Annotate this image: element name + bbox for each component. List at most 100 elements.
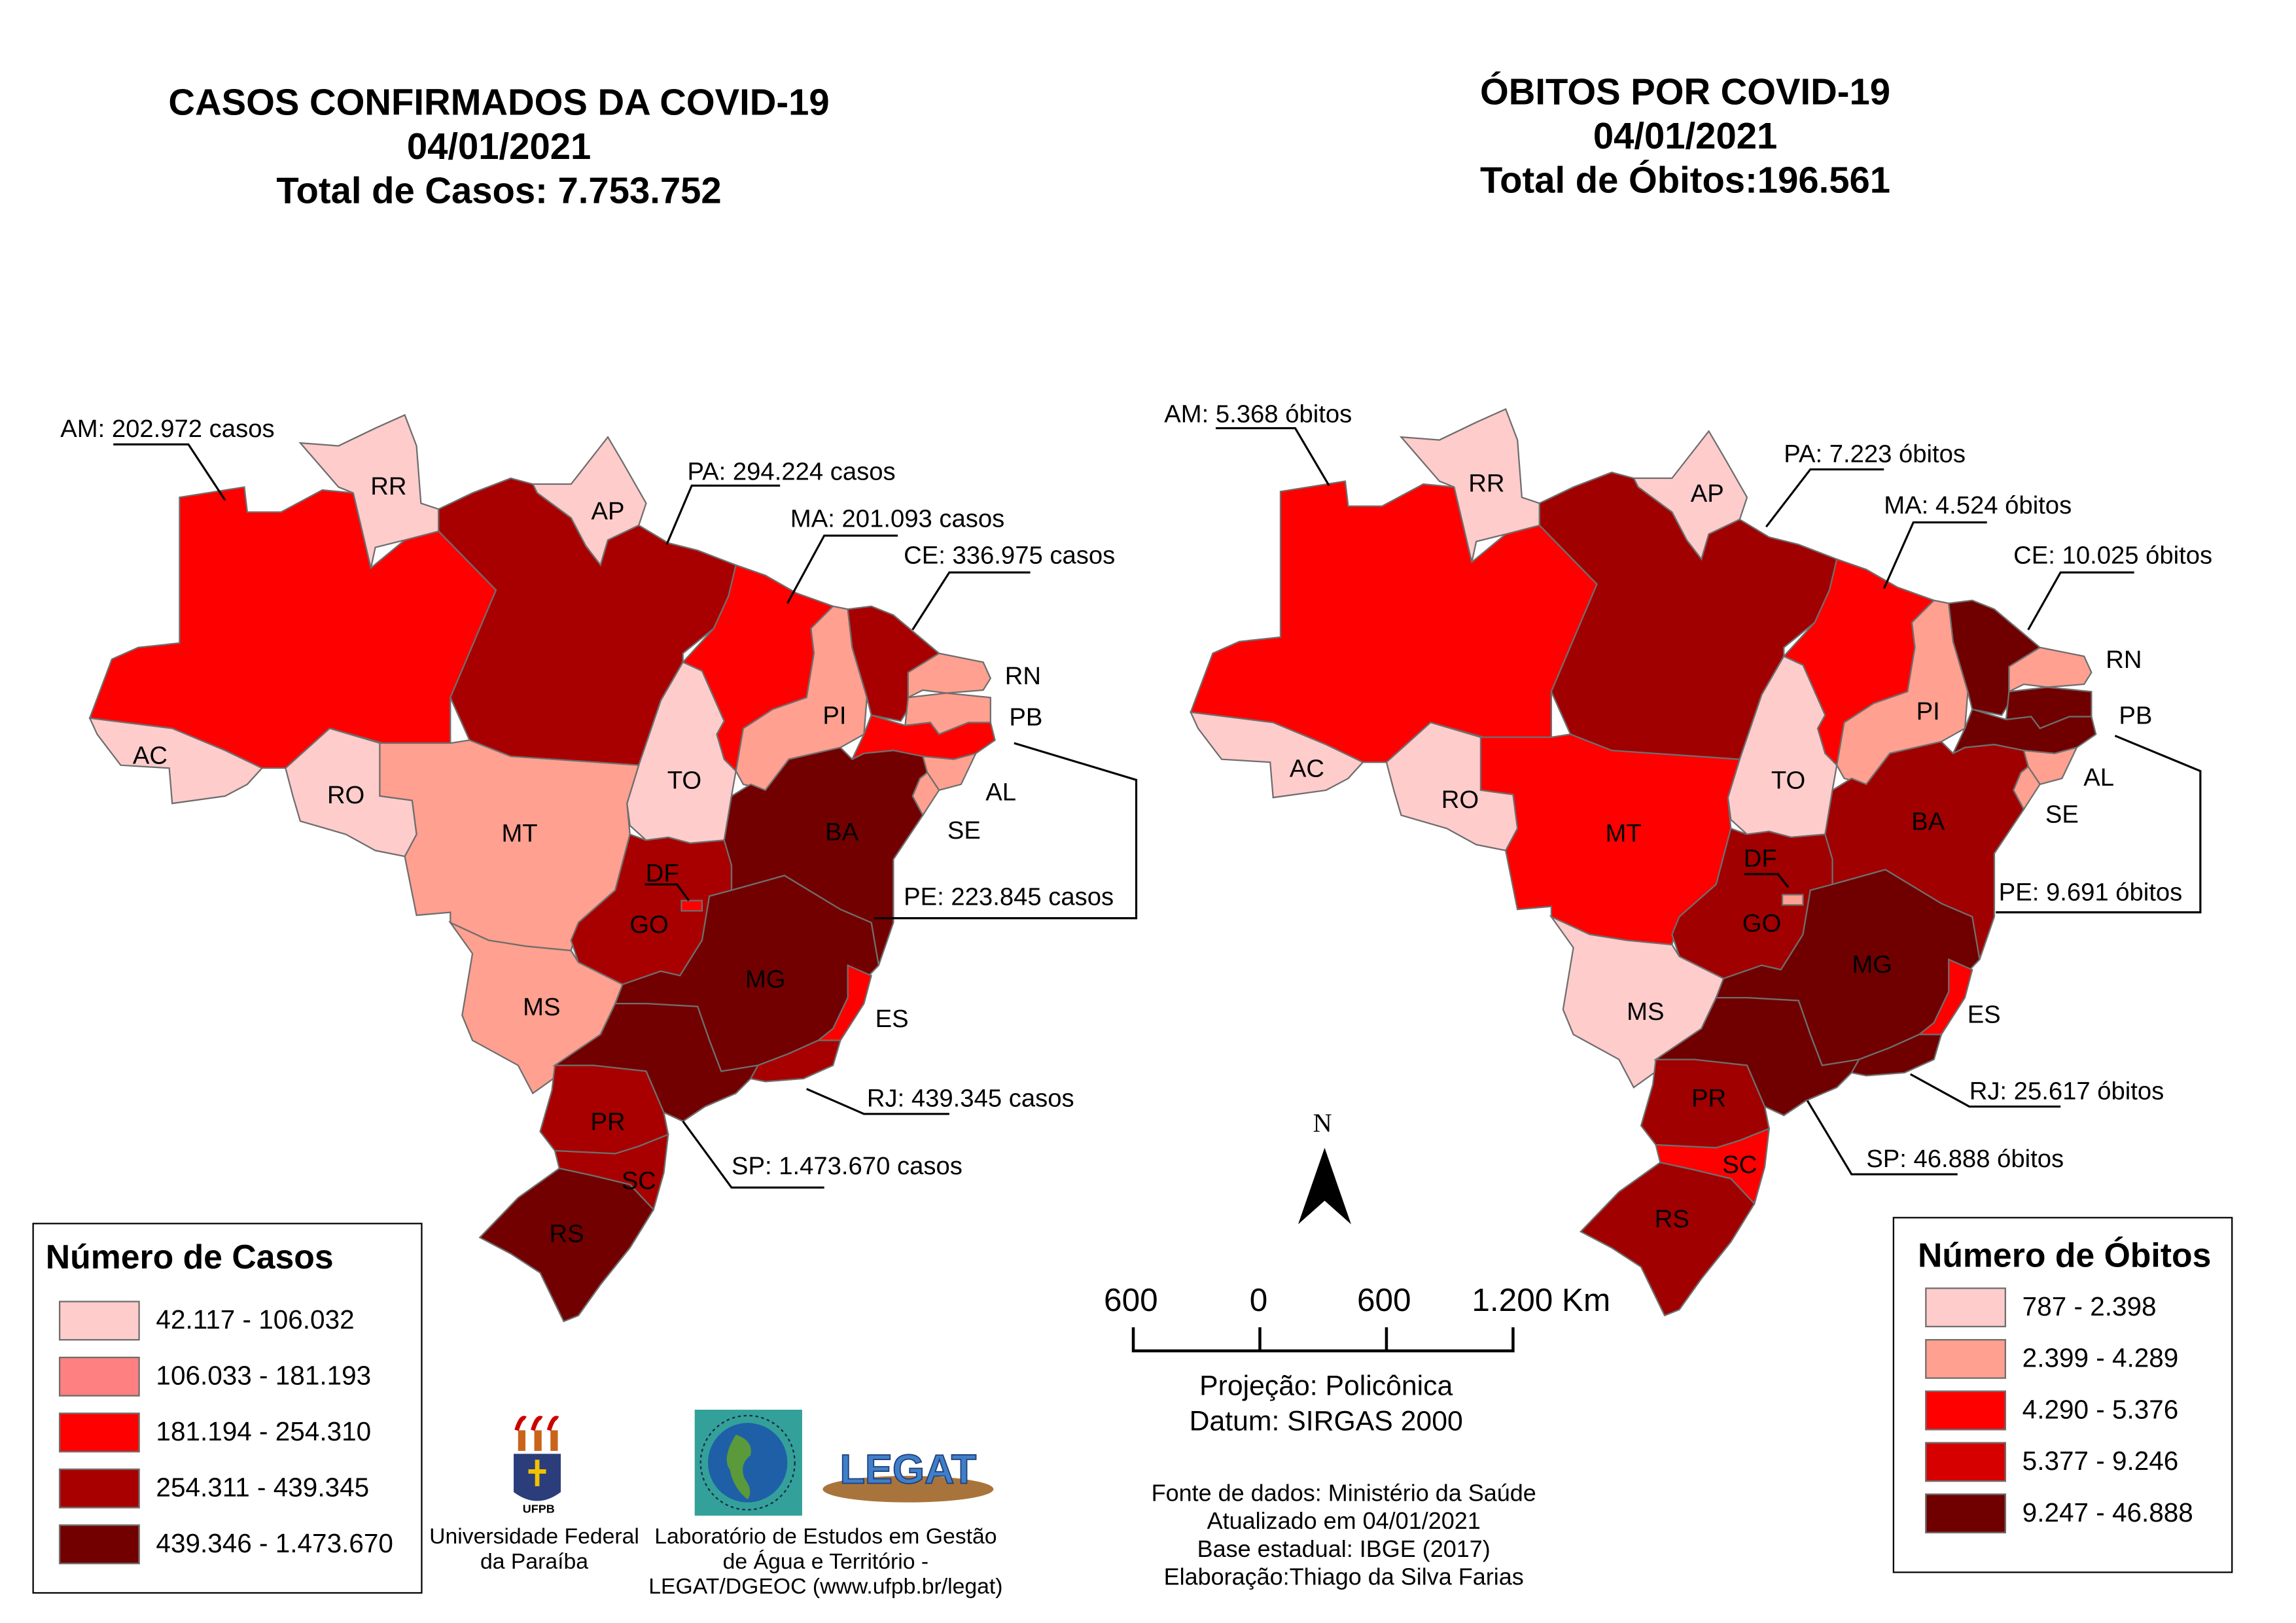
- state-label-mt: MT: [501, 820, 537, 848]
- scale-tick-1200: 1.200 Km: [1472, 1282, 1611, 1319]
- state-label-rs: RS: [549, 1219, 584, 1248]
- deaths-legend-title: Número de Óbitos: [1917, 1236, 2212, 1274]
- state-label-rr: RR: [1468, 469, 1504, 497]
- cases-title: CASOS CONFIRMADOS DA COVID-19 04/01/2021…: [131, 81, 867, 213]
- lab-caption: Laboratório de Estudos em Gestão de Água…: [633, 1524, 1018, 1599]
- cases-total: Total de Casos: 7.753.752: [276, 170, 722, 212]
- legat-logo: LEGAT: [822, 1446, 994, 1503]
- deaths-title-line: ÓBITOS POR COVID-19: [1480, 72, 1891, 114]
- callout-ce-cases: CE: 336.975 casos: [904, 541, 1116, 570]
- state-label-go: GO: [1742, 909, 1781, 937]
- legend-swatch: [1925, 1338, 2006, 1379]
- state-label-pi: PI: [1916, 697, 1940, 725]
- state-label-es: ES: [1968, 1000, 2001, 1028]
- dgeoc-logo: [694, 1409, 802, 1516]
- projection-text: Projeção: Policônica: [1199, 1371, 1453, 1403]
- state-label-al: AL: [985, 778, 1016, 807]
- state-label-al: AL: [2083, 763, 2114, 792]
- scale-tick-600: 600: [1356, 1282, 1411, 1319]
- legend-label: 106.033 - 181.193: [156, 1361, 372, 1391]
- leader-line-ma-deaths: [1882, 521, 1987, 589]
- lab-caption-line: LEGAT/DGEOC (www.ufpb.br/legat): [648, 1574, 1003, 1600]
- callout-ce-deaths: CE: 10.025 óbitos: [2013, 541, 2213, 570]
- legend-swatch: [1925, 1287, 2006, 1327]
- state-label-pr: PR: [590, 1108, 625, 1136]
- legend-label: 9.247 - 46.888: [2022, 1497, 2193, 1527]
- leader-line-rj-deaths: [1909, 1073, 2061, 1108]
- lab-caption-line: Laboratório de Estudos em Gestão: [654, 1524, 997, 1550]
- legend-item: 439.346 - 1.473.670: [58, 1524, 393, 1565]
- leader-line-pa-deaths: [1765, 468, 1884, 528]
- state-label-df: DF: [646, 859, 679, 887]
- ufpb-caption: Universidade Federal da Paraíba: [417, 1524, 652, 1574]
- scale-tick-600-left: 600: [1104, 1282, 1158, 1319]
- credit-author: Elaboração:Thiago da Silva Farias: [1163, 1565, 1524, 1591]
- state-ro: [285, 727, 417, 858]
- legend-item: 106.033 - 181.193: [58, 1356, 372, 1397]
- state-ac: [88, 717, 264, 805]
- legend-item: 2.399 - 4.289: [1925, 1338, 2179, 1379]
- state-label-to: TO: [667, 767, 701, 795]
- state-label-ms: MS: [1627, 998, 1664, 1026]
- legend-label: 2.399 - 4.289: [2022, 1343, 2179, 1373]
- leader-line-pa-cases: [665, 484, 781, 545]
- legend-item: 181.194 - 254.310: [58, 1412, 371, 1453]
- callout-ma-cases: MA: 201.093 casos: [790, 504, 1005, 533]
- legend-swatch: [58, 1356, 140, 1397]
- legend-item: 4.290 - 5.376: [1925, 1390, 2178, 1431]
- callout-pe-deaths: PE: 9.691 óbitos: [1998, 878, 2183, 907]
- legend-item: 42.117 - 106.032: [58, 1300, 355, 1341]
- state-label-se: SE: [2045, 800, 2079, 828]
- callout-sp-deaths: SP: 46.888 óbitos: [1866, 1145, 2064, 1173]
- legend-label: 254.311 - 439.345: [156, 1473, 370, 1503]
- callout-am-cases: AM: 202.972 casos: [60, 415, 275, 444]
- state-label-ro: RO: [1441, 786, 1479, 814]
- state-ac: [1189, 711, 1364, 799]
- state-label-mt: MT: [1605, 820, 1641, 848]
- state-label-ba: BA: [1911, 808, 1945, 836]
- leader-line-am-deaths: [1216, 427, 1330, 487]
- scale-tick-0: 0: [1249, 1282, 1268, 1319]
- legend-item: 787 - 2.398: [1925, 1287, 2157, 1327]
- ufpb-logo-text: UFPB: [523, 1502, 555, 1515]
- leader-line-pe-cases: [874, 742, 1138, 920]
- state-label-go: GO: [629, 911, 668, 939]
- leader-line-am-cases: [113, 443, 226, 501]
- leader-line-sp-deaths: [1806, 1100, 1958, 1176]
- credit-source: Fonte de dados: Ministério da Saúde: [1151, 1482, 1536, 1507]
- callout-ma-deaths: MA: 4.524 óbitos: [1884, 491, 2072, 520]
- legend-swatch: [58, 1412, 140, 1453]
- state-label-se: SE: [947, 816, 981, 845]
- projection-info: Projeção: Policônica Datum: SIRGAS 2000: [1105, 1370, 1547, 1440]
- state-label-mg: MG: [1852, 951, 1892, 979]
- credit-base: Base estadual: IBGE (2017): [1197, 1537, 1491, 1563]
- scale-bar: [1131, 1327, 1515, 1353]
- state-label-sc: SC: [1722, 1151, 1757, 1179]
- state-ro: [1385, 722, 1519, 852]
- state-label-ba: BA: [825, 818, 858, 846]
- north-label: N: [1313, 1108, 1332, 1138]
- ufpb-caption-line: da Paraíba: [480, 1549, 589, 1575]
- leader-line-ma-cases: [786, 534, 898, 604]
- credit-updated: Atualizado em 04/01/2021: [1207, 1509, 1481, 1535]
- state-df: [680, 899, 703, 912]
- cases-legend: Número de Casos 42.117 - 106.032 106.033 …: [32, 1223, 423, 1594]
- state-label-ac: AC: [133, 741, 168, 769]
- state-label-rs: RS: [1655, 1205, 1689, 1233]
- cases-date: 04/01/2021: [406, 126, 592, 168]
- callout-rj-deaths: RJ: 25.617 óbitos: [1969, 1077, 2164, 1106]
- state-label-pb: PB: [1009, 703, 1042, 731]
- state-label-rn: RN: [2106, 646, 2142, 674]
- state-label-ap: AP: [1691, 480, 1724, 508]
- deaths-legend: Número de Óbitos 787 - 2.398 2.399 - 4.28…: [1892, 1217, 2233, 1573]
- leader-line-df-deaths: [1744, 873, 1790, 888]
- leader-line-sp-cases: [682, 1121, 824, 1189]
- state-rs: [1580, 1161, 1756, 1317]
- credits: Fonte de dados: Ministério da Saúde Atua…: [1050, 1480, 1638, 1592]
- state-label-pr: PR: [1691, 1085, 1726, 1113]
- state-label-ac: AC: [1290, 755, 1324, 783]
- callout-am-deaths: AM: 5.368 óbitos: [1164, 400, 1352, 428]
- legend-swatch: [1925, 1493, 2006, 1533]
